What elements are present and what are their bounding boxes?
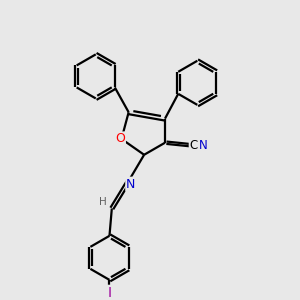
Text: I: I (107, 286, 112, 300)
Text: N: N (126, 178, 136, 190)
Text: O: O (115, 132, 125, 146)
Text: N: N (200, 139, 208, 152)
Text: C: C (190, 139, 198, 152)
Text: H: H (99, 197, 107, 207)
